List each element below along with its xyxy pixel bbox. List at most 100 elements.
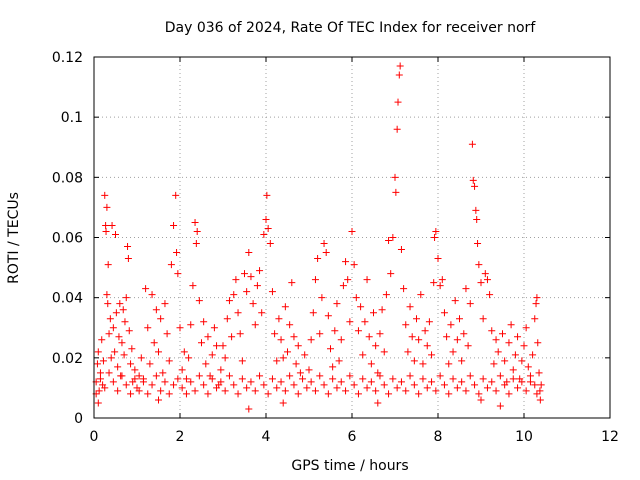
data-point	[109, 324, 117, 332]
data-point	[247, 273, 255, 281]
data-point	[303, 384, 311, 392]
data-point	[268, 288, 276, 296]
data-point	[468, 140, 476, 148]
data-point	[208, 351, 216, 359]
data-point	[279, 354, 287, 362]
data-point	[95, 387, 103, 395]
x-tick-label: 6	[348, 429, 357, 445]
data-point	[430, 279, 438, 287]
data-point	[275, 315, 283, 323]
data-point	[354, 390, 362, 398]
data-point	[458, 378, 466, 386]
data-point	[425, 318, 433, 326]
data-point	[335, 357, 343, 365]
data-point	[131, 366, 139, 374]
data-point	[165, 390, 173, 398]
data-point	[509, 375, 517, 383]
data-point	[114, 363, 122, 371]
data-point	[436, 282, 444, 290]
data-point	[174, 270, 182, 278]
data-point	[294, 390, 302, 398]
data-point	[462, 285, 470, 293]
data-point	[180, 348, 188, 356]
data-point	[431, 234, 439, 241]
data-point	[107, 354, 115, 362]
data-point	[346, 372, 354, 380]
data-point	[210, 324, 218, 332]
data-point	[192, 240, 200, 248]
data-point	[256, 372, 264, 380]
y-tick-label: 0.12	[52, 50, 83, 66]
data-point	[104, 300, 112, 308]
data-point	[311, 387, 319, 395]
data-point	[324, 390, 332, 398]
data-point	[529, 351, 537, 359]
data-point	[466, 300, 474, 308]
plot-frame	[93, 56, 611, 419]
data-point	[532, 300, 540, 308]
data-point	[348, 227, 356, 235]
data-point	[481, 270, 489, 278]
data-point	[447, 321, 455, 329]
data-point	[329, 363, 337, 371]
data-point	[161, 378, 169, 386]
data-point	[456, 315, 463, 323]
data-point	[473, 215, 481, 223]
data-point	[469, 176, 477, 184]
data-point	[505, 339, 513, 347]
data-point	[131, 375, 139, 383]
data-point	[451, 297, 459, 305]
data-point	[421, 327, 429, 335]
data-point	[483, 384, 491, 392]
data-point	[391, 173, 399, 181]
data-point	[333, 300, 341, 308]
data-point	[518, 378, 526, 386]
data-point	[432, 387, 440, 395]
data-point	[372, 342, 380, 350]
data-point	[380, 348, 388, 356]
data-point	[122, 294, 130, 302]
data-point	[395, 71, 403, 79]
data-point	[471, 381, 479, 389]
data-point	[249, 300, 257, 308]
data-point	[221, 354, 229, 362]
data-point	[382, 291, 390, 299]
data-point	[286, 321, 294, 329]
data-point	[423, 384, 431, 392]
data-point	[307, 336, 315, 344]
data-point	[185, 354, 193, 362]
data-point	[284, 348, 291, 356]
data-point	[230, 381, 238, 389]
data-point	[419, 360, 427, 368]
y-axis-label: ROTI / TECUs	[6, 192, 22, 284]
x-axis-label: GPS time / hours	[291, 458, 408, 474]
data-point	[122, 381, 130, 389]
data-point	[492, 336, 500, 344]
data-point	[372, 387, 380, 395]
x-tick-label: 12	[601, 429, 619, 445]
data-point	[182, 390, 190, 398]
y-tick-label: 0.06	[52, 231, 83, 247]
data-point	[238, 375, 246, 383]
data-point	[200, 318, 208, 326]
data-point	[273, 357, 281, 365]
data-point	[458, 357, 466, 365]
data-point	[393, 125, 401, 133]
data-point	[514, 333, 522, 341]
data-point	[449, 348, 457, 356]
data-point	[271, 330, 279, 338]
data-point	[499, 330, 506, 338]
data-point	[245, 405, 253, 413]
data-point	[152, 372, 160, 380]
data-point	[115, 333, 123, 341]
data-point	[389, 234, 397, 241]
data-point	[290, 381, 298, 389]
data-point	[397, 378, 405, 386]
data-point	[339, 282, 347, 290]
data-point	[363, 276, 371, 284]
data-point	[511, 351, 519, 359]
data-point	[256, 267, 264, 275]
data-point	[385, 390, 393, 398]
data-point	[277, 336, 285, 344]
